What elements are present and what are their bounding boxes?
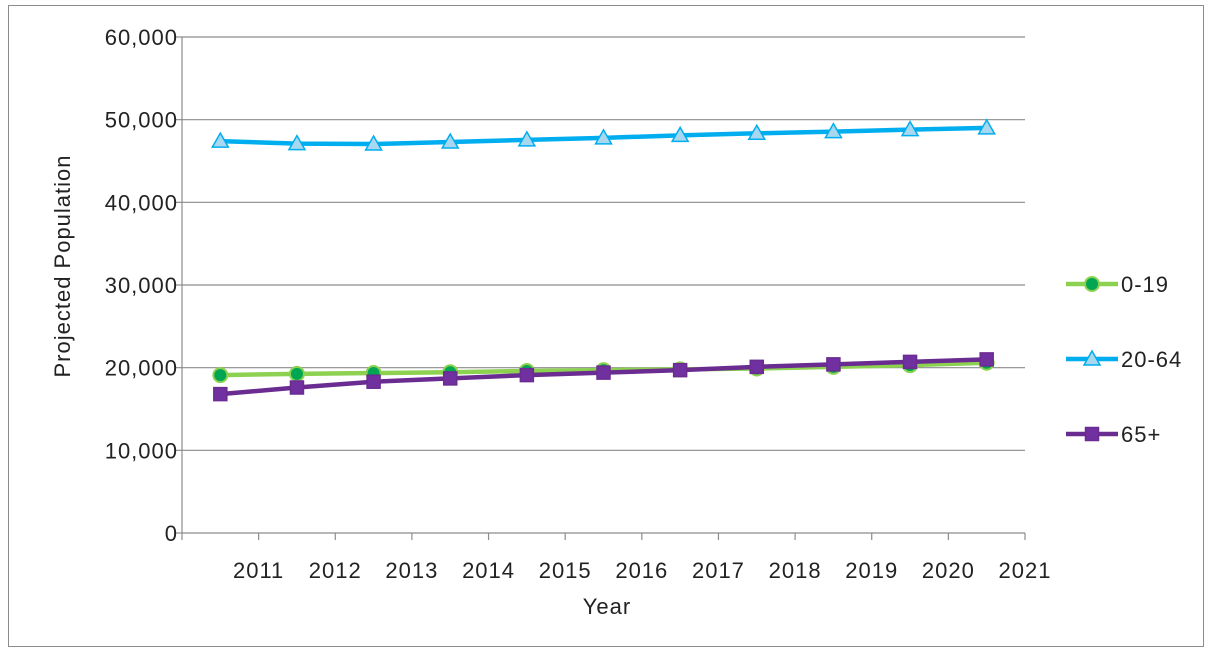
data-point <box>364 134 383 151</box>
data-point <box>211 131 230 148</box>
data-point <box>824 122 843 139</box>
data-point <box>1084 276 1100 292</box>
y-tick-label: 30,000 <box>105 273 178 298</box>
legend: 0-19 20-64 65+ <box>1066 272 1182 447</box>
x-axis-title: Year <box>583 594 631 619</box>
data-point <box>670 125 690 143</box>
x-tick-label: 2016 <box>615 558 668 583</box>
y-tick-label: 0 <box>165 521 178 546</box>
data-point <box>289 380 305 395</box>
y-tick-label: 40,000 <box>105 190 178 215</box>
chart-frame <box>8 5 1204 647</box>
x-tick-label: 2021 <box>999 558 1052 583</box>
x-tick-label: 2013 <box>385 558 438 583</box>
y-tick-label: 60,000 <box>105 25 178 50</box>
y-axis-ticks: 0 10,000 20,000 30,000 40,000 50,000 60,000 <box>105 25 182 546</box>
data-point <box>440 132 460 149</box>
data-point <box>287 134 307 151</box>
data-point <box>288 365 305 382</box>
y-tick-label: 20,000 <box>105 356 178 381</box>
data-point <box>519 367 535 383</box>
legend-item: 0-19 <box>1066 272 1169 297</box>
data-point <box>1084 426 1100 442</box>
legend-item: 65+ <box>1066 422 1161 447</box>
data-point <box>826 357 841 372</box>
x-tick-label: 2014 <box>462 558 515 583</box>
data-point <box>1082 349 1102 366</box>
data-point <box>979 352 994 367</box>
x-tick-label: 2020 <box>922 558 975 583</box>
legend-item: 20-64 <box>1066 347 1182 372</box>
x-axis: 2011 2012 2013 2014 2015 2016 2017 2018 2019 2020… <box>181 37 1052 583</box>
data-point <box>900 120 920 137</box>
data-point <box>366 374 381 389</box>
data-point <box>902 354 918 370</box>
series-group <box>211 118 996 402</box>
x-tick-label: 2011 <box>233 558 284 583</box>
series-65+ <box>213 352 994 402</box>
series-20-64 <box>211 118 996 151</box>
data-point <box>213 386 228 402</box>
x-tick-label: 2012 <box>309 558 362 583</box>
legend-label: 0-19 <box>1121 272 1169 297</box>
data-point <box>672 362 688 378</box>
data-point <box>977 118 996 135</box>
legend-label: 20-64 <box>1121 347 1182 372</box>
data-point <box>594 128 613 145</box>
data-point <box>749 359 765 375</box>
data-point <box>517 130 537 147</box>
x-tick-label: 2017 <box>692 558 745 583</box>
x-tick-label: 2018 <box>769 558 822 583</box>
x-tick-label: 2015 <box>539 558 592 583</box>
y-tick-label: 10,000 <box>105 438 178 463</box>
legend-label: 65+ <box>1121 422 1161 447</box>
y-axis-title: Projected Population <box>50 154 75 377</box>
data-point <box>747 123 767 141</box>
data-point <box>442 371 458 386</box>
data-point <box>212 367 229 384</box>
x-tick-label: 2019 <box>845 558 898 583</box>
y-tick-label: 50,000 <box>105 108 178 133</box>
data-point <box>596 365 611 380</box>
